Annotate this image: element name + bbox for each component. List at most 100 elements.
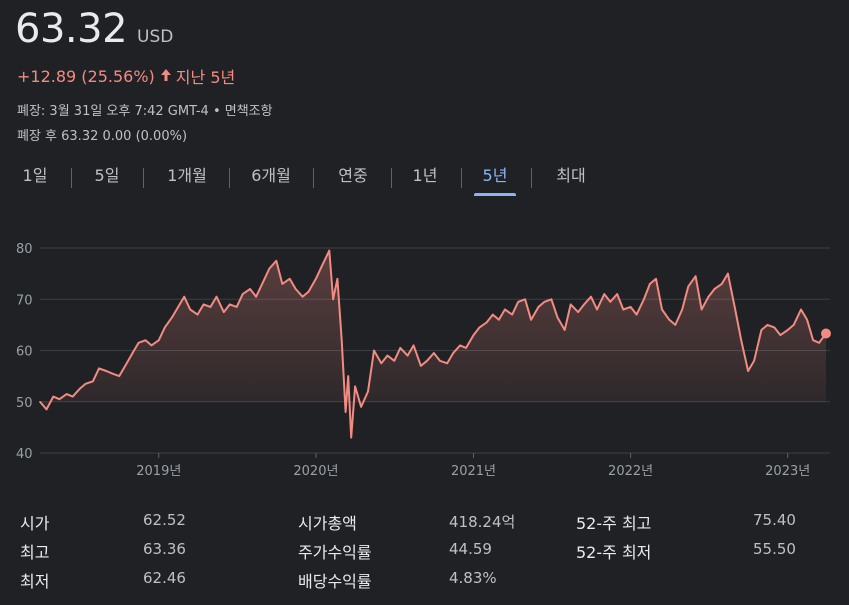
tab-label: 연중 (338, 166, 368, 185)
data-point (354, 385, 356, 388)
data-point (164, 326, 166, 329)
data-point (629, 306, 632, 308)
data-point (452, 352, 455, 354)
data-point (171, 316, 173, 318)
stat-low-label: 최저 (20, 572, 50, 591)
tab-label: 6개월 (251, 166, 291, 185)
data-point (439, 359, 441, 362)
data-point (420, 365, 422, 367)
data-point (294, 288, 297, 290)
tab-divider (391, 168, 392, 188)
data-point (681, 308, 684, 311)
data-point (465, 347, 467, 349)
range-tabs: 1일 5일 1개월 6개월 연중 1년 5년 최대 (0, 160, 600, 198)
price-line (39, 249, 827, 439)
data-point (649, 283, 651, 285)
data-point (498, 318, 500, 321)
data-point (386, 354, 389, 357)
data-point (569, 303, 572, 306)
data-point (98, 367, 100, 370)
data-point (556, 316, 559, 318)
data-point (209, 306, 212, 308)
stat-low-value: 62.46 (143, 569, 186, 587)
data-point (543, 301, 546, 303)
data-point (360, 406, 362, 408)
current-price: 63.32 (15, 6, 128, 52)
data-point (373, 349, 375, 352)
data-point (262, 280, 265, 283)
data-point (734, 308, 736, 311)
data-point (727, 272, 729, 275)
data-point (517, 301, 520, 303)
data-point (321, 265, 323, 267)
data-point (268, 267, 271, 270)
x-tick-label: 2022년 (608, 464, 653, 479)
x-tick-label: 2019년 (136, 464, 181, 479)
currency-label: USD (137, 27, 174, 47)
tab-label: 1일 (22, 166, 48, 185)
data-point (635, 313, 638, 316)
price-change-row: +12.89 (25.56%) 지난 5년 (17, 64, 235, 88)
current-price-dot (821, 328, 831, 339)
data-point (721, 283, 723, 285)
data-point (52, 395, 55, 398)
tab-5y[interactable]: 5년 (474, 160, 516, 198)
data-point (655, 277, 657, 280)
price-points (39, 249, 827, 439)
tab-divider (461, 168, 462, 188)
price-area (40, 250, 826, 438)
tab-label: 5년 (482, 166, 508, 185)
data-point (105, 370, 108, 372)
data-point (235, 306, 238, 308)
data-point (550, 298, 553, 301)
data-point (158, 339, 160, 342)
tab-divider (143, 168, 144, 188)
data-point (800, 308, 802, 311)
data-point (687, 285, 690, 288)
data-point (332, 298, 334, 301)
data-point (45, 408, 48, 411)
data-point (78, 388, 81, 390)
tab-1d[interactable]: 1일 (12, 160, 58, 198)
tab-1m[interactable]: 1개월 (156, 160, 218, 198)
data-point (760, 329, 763, 331)
data-point (367, 390, 369, 393)
data-point (818, 342, 820, 344)
data-point (288, 277, 291, 280)
stat-52w-low-label: 52-주 최저 (576, 543, 652, 562)
stat-div-label: 배당수익률 (298, 572, 372, 591)
data-point (609, 301, 612, 303)
tab-6m[interactable]: 6개월 (240, 160, 302, 198)
data-point (446, 362, 449, 365)
data-point (786, 329, 789, 331)
data-point (412, 344, 415, 347)
tab-label: 최대 (556, 166, 586, 185)
stat-52w-high-value: 75.40 (753, 511, 796, 529)
data-point (779, 334, 782, 336)
data-point (249, 288, 251, 290)
data-point (747, 370, 749, 372)
tab-ytd[interactable]: 연중 (326, 160, 380, 198)
data-point (71, 395, 74, 398)
tab-1y[interactable]: 1년 (402, 160, 448, 198)
data-point (812, 339, 814, 342)
data-point (511, 313, 514, 316)
data-point (223, 311, 225, 313)
data-point (229, 303, 231, 306)
data-point (58, 398, 61, 400)
data-point (215, 295, 218, 298)
data-point (524, 298, 526, 301)
x-tick-label: 2020년 (293, 464, 338, 479)
stat-high-label: 최고 (20, 543, 50, 562)
stat-mktcap-label: 시가총액 (298, 514, 357, 533)
tab-label: 1년 (412, 166, 438, 185)
tab-5d[interactable]: 5일 (84, 160, 130, 198)
data-point (486, 321, 488, 324)
data-point (393, 359, 396, 362)
tab-max[interactable]: 최대 (544, 160, 598, 198)
y-tick-label: 50 (16, 396, 33, 411)
data-point (189, 308, 192, 311)
data-point (328, 249, 331, 252)
data-point (340, 339, 343, 342)
price-chart[interactable]: 40 50 60 70 80 2019년 2020년 2021년 2022년 2023년 (0, 230, 849, 490)
